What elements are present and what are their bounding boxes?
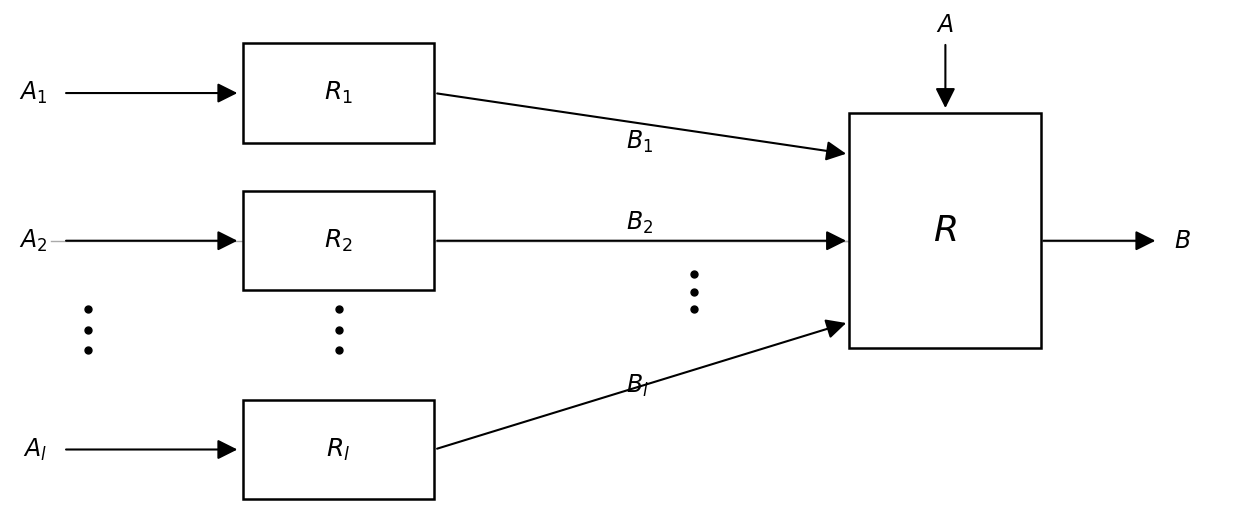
Text: $A_l$: $A_l$ (24, 436, 47, 463)
Text: $B_2$: $B_2$ (626, 210, 653, 236)
Text: $A$: $A$ (936, 13, 955, 37)
Text: $R_l$: $R_l$ (326, 436, 351, 463)
Bar (849, 114, 1040, 348)
Text: $R_2$: $R_2$ (324, 228, 353, 254)
Bar (243, 44, 434, 143)
Text: $B$: $B$ (1174, 229, 1192, 253)
Text: $R_1$: $R_1$ (324, 80, 353, 106)
Text: $B_1$: $B_1$ (626, 129, 653, 155)
Text: $B_l$: $B_l$ (626, 373, 649, 399)
Bar (243, 191, 434, 290)
Bar (243, 400, 434, 499)
Text: $R$: $R$ (932, 214, 956, 247)
Text: $A_1$: $A_1$ (19, 80, 47, 106)
Text: $A_2$: $A_2$ (19, 228, 47, 254)
